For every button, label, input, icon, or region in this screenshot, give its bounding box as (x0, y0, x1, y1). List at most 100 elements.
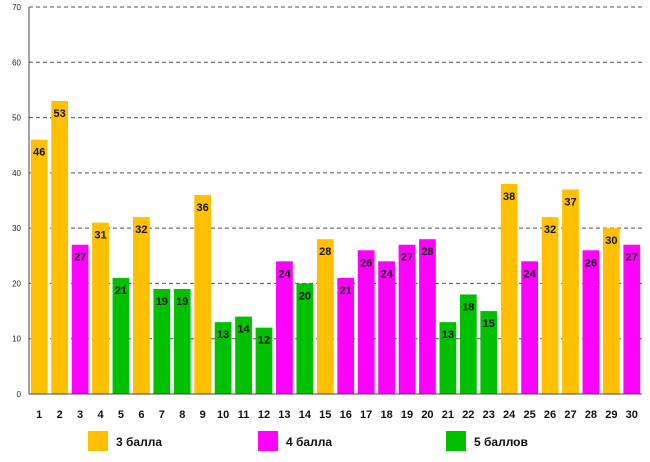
bar (112, 277, 130, 394)
x-tick-label: 22 (462, 409, 474, 421)
data-label: 13 (442, 329, 454, 341)
data-label: 26 (585, 257, 597, 269)
bar (71, 244, 89, 394)
x-tick-label: 27 (564, 409, 576, 421)
y-tick-label: 20 (12, 279, 21, 288)
data-label: 27 (401, 252, 413, 264)
x-tick-label: 9 (200, 409, 206, 421)
y-tick-label: 50 (12, 114, 21, 123)
x-tick-label: 28 (585, 409, 597, 421)
bar (316, 239, 334, 394)
data-label: 19 (156, 296, 168, 308)
bar (521, 261, 538, 394)
bar (439, 322, 457, 394)
x-tick-label: 19 (401, 409, 413, 421)
data-label: 21 (115, 285, 127, 297)
x-tick-label: 12 (258, 409, 270, 421)
x-tick-label: 11 (238, 409, 250, 421)
data-label: 24 (523, 268, 536, 280)
bar (92, 222, 109, 394)
bar (51, 100, 69, 394)
data-label: 37 (564, 196, 576, 208)
bar (194, 194, 212, 394)
x-tick-label: 6 (138, 409, 144, 421)
legend-label: 5 баллов (474, 435, 528, 449)
bar (255, 327, 273, 394)
bar (153, 288, 171, 394)
data-label: 20 (299, 290, 311, 302)
x-tick-label: 18 (380, 409, 392, 421)
y-tick-label: 0 (17, 390, 22, 399)
bar (235, 316, 252, 394)
bar (173, 288, 191, 394)
bar (419, 239, 436, 394)
x-tick-label: 29 (605, 409, 617, 421)
x-tick-label: 25 (523, 409, 535, 421)
data-label: 53 (54, 108, 66, 120)
bar (337, 277, 355, 394)
data-label: 24 (380, 268, 393, 280)
x-tick-label: 2 (57, 409, 63, 421)
y-axis: 0 10 20 30 40 50 60 70 (12, 3, 30, 399)
data-label: 27 (626, 252, 638, 264)
legend-swatch (88, 431, 108, 451)
bar (480, 311, 498, 394)
x-tick-label: 4 (97, 409, 104, 421)
data-label: 14 (237, 324, 250, 336)
x-tick-label: 20 (421, 409, 433, 421)
x-tick-label: 23 (483, 409, 495, 421)
data-label: 15 (483, 318, 495, 330)
data-label: 28 (421, 246, 433, 258)
x-axis: 1 2 3 4 5 6 7 8 9 10 11 12 13 14 15 16 17 18 19 20 21 22 23 24 2… (29, 393, 642, 421)
data-label: 32 (135, 224, 147, 236)
data-label: 38 (503, 191, 515, 203)
bar (133, 217, 150, 394)
x-tick-label: 30 (626, 409, 638, 421)
x-tick-label: 16 (340, 409, 352, 421)
data-label: 27 (74, 252, 86, 264)
bar (500, 183, 518, 394)
x-tick-label: 15 (319, 409, 331, 421)
data-label: 18 (462, 301, 474, 313)
bar (541, 217, 559, 394)
y-tick-label: 30 (12, 224, 21, 233)
y-tick-label: 10 (12, 335, 21, 344)
data-label: 28 (319, 246, 331, 258)
legend-swatch (258, 431, 278, 451)
data-label: 32 (544, 224, 556, 236)
x-tick-label: 14 (299, 409, 312, 421)
data-label: 36 (197, 202, 209, 214)
bar (214, 322, 232, 394)
data-label: 26 (360, 257, 372, 269)
data-label: 46 (33, 147, 45, 159)
bar (398, 244, 416, 394)
x-tick-label: 7 (159, 409, 165, 421)
data-label: 13 (217, 329, 229, 341)
bar (296, 283, 314, 394)
data-label: 24 (278, 268, 291, 280)
bar (623, 244, 641, 394)
x-tick-label: 8 (179, 409, 185, 421)
bar (276, 261, 293, 394)
y-tick-label: 70 (12, 3, 21, 12)
bar (562, 189, 579, 394)
bars: 46 53 27 31 21 32 19 19 36 13 14 12 24 20 28 21 26 24 27 28… (30, 100, 641, 394)
x-tick-label: 5 (118, 409, 124, 421)
legend: 3 балла 4 балла 5 баллов (88, 431, 528, 451)
x-tick-label: 26 (544, 409, 556, 421)
bar (602, 228, 620, 394)
y-tick-label: 60 (12, 58, 21, 67)
bar (378, 261, 395, 394)
data-label: 21 (340, 285, 352, 297)
bar (582, 250, 600, 394)
bar (30, 139, 48, 394)
x-tick-label: 17 (360, 409, 372, 421)
data-label: 12 (258, 335, 270, 347)
legend-label: 4 балла (286, 435, 332, 449)
data-label: 19 (176, 296, 188, 308)
bar (357, 250, 375, 394)
data-label: 30 (605, 235, 617, 247)
x-tick-label: 3 (77, 409, 83, 421)
y-tick-label: 40 (12, 169, 21, 178)
x-tick-label: 1 (36, 409, 42, 421)
